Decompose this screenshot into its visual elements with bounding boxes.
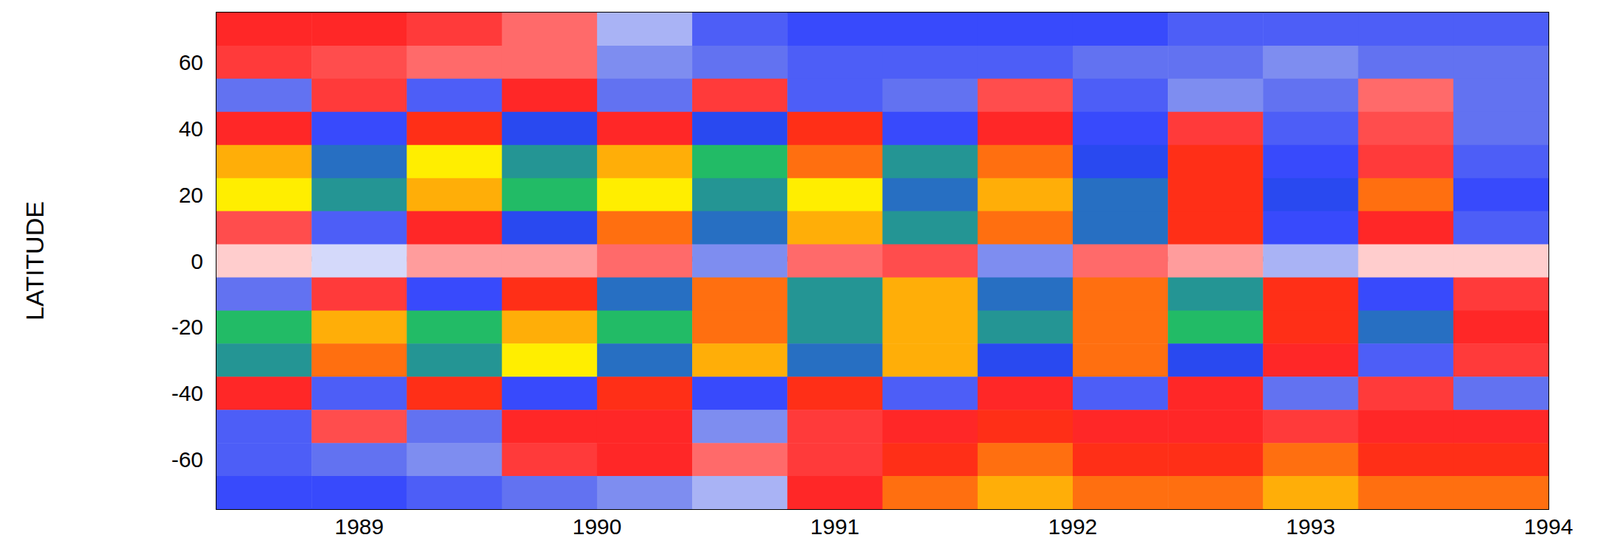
svg-text:1990: 1990 <box>572 513 622 539</box>
svg-text:1992: 1992 <box>1048 513 1098 539</box>
svg-text:60: 60 <box>178 50 204 75</box>
svg-text:1989: 1989 <box>334 513 384 539</box>
svg-text:1991: 1991 <box>810 513 861 539</box>
svg-text:LATITUDE: LATITUDE <box>20 201 49 321</box>
svg-text:1994: 1994 <box>1524 513 1574 539</box>
svg-text:-20: -20 <box>171 314 204 339</box>
svg-text:0: 0 <box>190 248 204 274</box>
svg-text:-60: -60 <box>171 446 204 472</box>
svg-text:1993: 1993 <box>1286 513 1336 539</box>
svg-text:20: 20 <box>178 182 204 207</box>
svg-text:-40: -40 <box>171 380 204 405</box>
svg-text:40: 40 <box>178 116 204 141</box>
